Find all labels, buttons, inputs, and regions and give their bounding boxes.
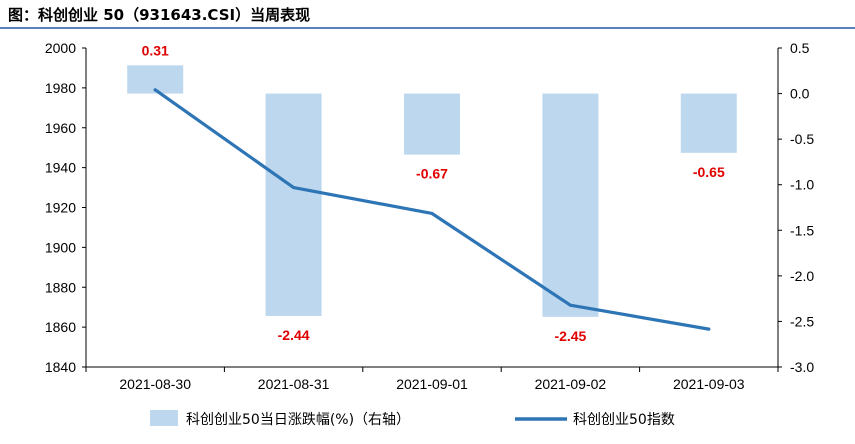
title-underline <box>0 27 855 29</box>
index-line-point <box>292 186 296 190</box>
right-axis-tick-label: -2.5 <box>790 313 814 329</box>
left-axis-tick-label: 1940 <box>45 160 76 176</box>
right-axis-tick-label: -3.0 <box>790 359 814 375</box>
x-axis-tick-label: 2021-09-01 <box>396 376 468 392</box>
left-axis-tick-label: 2000 <box>45 40 76 56</box>
index-line-point <box>707 327 711 331</box>
left-axis-tick-label: 1920 <box>45 200 76 216</box>
legend-swatch-bar <box>150 410 178 426</box>
legend-label-line: 科创创业50指数 <box>573 412 675 428</box>
right-axis-tick-label: -1.0 <box>790 177 814 193</box>
index-line-point <box>568 303 572 307</box>
bar-data-label: -2.45 <box>554 328 586 344</box>
right-axis-tick-label: 0.0 <box>790 86 810 102</box>
left-axis-tick-label: 1840 <box>45 359 76 375</box>
bar-data-label: -0.65 <box>693 164 725 180</box>
right-axis-tick-label: 0.5 <box>790 40 810 56</box>
right-axis-tick-label: -1.5 <box>790 222 814 238</box>
left-axis-tick-label: 1900 <box>45 239 76 255</box>
x-axis-tick-label: 2021-08-30 <box>119 376 191 392</box>
bar <box>265 93 322 316</box>
chart-title: 图：科创创业 50（931643.CSI）当周表现 <box>8 6 311 24</box>
index-line-point <box>430 211 434 215</box>
right-axis-tick-label: -2.0 <box>790 268 814 284</box>
left-axis-tick-label: 1960 <box>45 120 76 136</box>
right-axis-tick-label: -0.5 <box>790 131 814 147</box>
legend-label-bar: 科创创业50当日涨跌幅(%)（右轴） <box>186 412 410 428</box>
left-axis-tick-label: 1980 <box>45 80 76 96</box>
index-line-point <box>153 88 157 92</box>
bar-data-label: -0.67 <box>416 166 448 182</box>
bar-data-label: -2.44 <box>278 327 310 343</box>
bar <box>404 93 460 155</box>
bar-data-label: 0.31 <box>142 42 169 58</box>
left-axis-tick-label: 1880 <box>45 279 76 295</box>
bar <box>680 93 737 153</box>
x-axis-tick-label: 2021-08-31 <box>258 376 330 392</box>
left-axis-tick-label: 1860 <box>45 319 76 335</box>
bar <box>542 93 599 317</box>
x-axis-tick-label: 2021-09-02 <box>535 376 607 392</box>
x-axis-tick-label: 2021-09-03 <box>673 376 745 392</box>
